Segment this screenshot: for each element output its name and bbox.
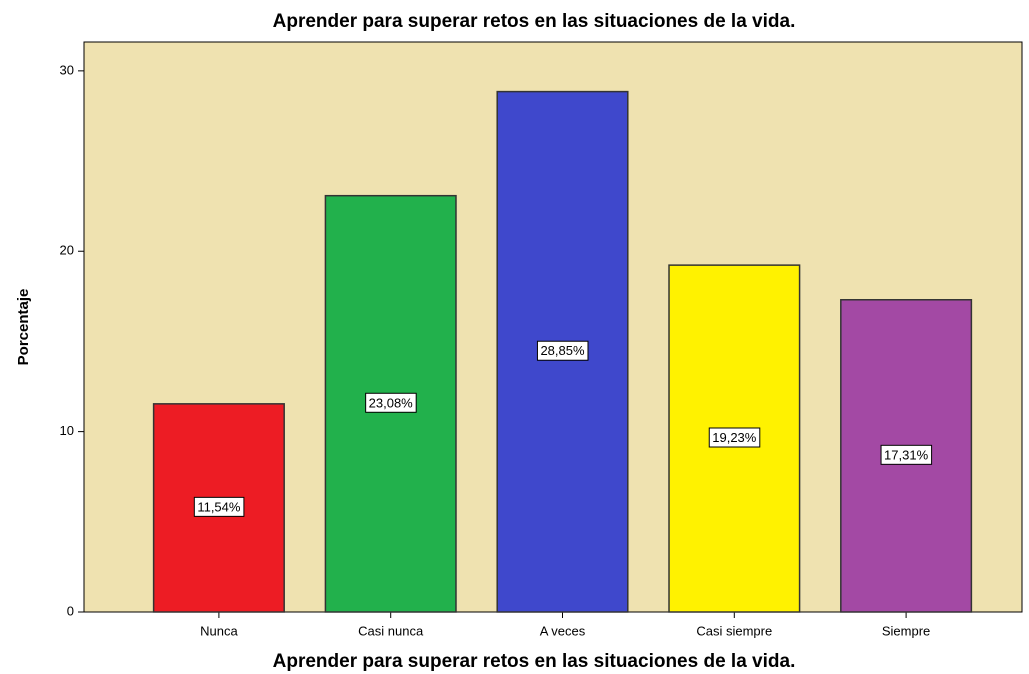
data-label: 17,31% — [884, 447, 929, 462]
x-tick-label: Nunca — [200, 623, 238, 638]
data-label-box — [880, 444, 933, 465]
data-label-box — [365, 392, 417, 413]
data-label-box — [193, 496, 245, 517]
y-axis-title: Porcentaje — [15, 289, 32, 366]
x-tick-label: Siempre — [882, 623, 930, 638]
x-tick-label: A veces — [540, 623, 586, 638]
data-label-box — [708, 427, 761, 448]
data-label: 11,54% — [197, 499, 241, 514]
chart-title: Aprender para superar retos en las situa… — [273, 11, 796, 32]
data-label: 19,23% — [712, 430, 757, 445]
data-label: 28,85% — [540, 343, 585, 358]
x-tick-label: Casi siempre — [696, 623, 772, 638]
y-tick-label: 30 — [60, 62, 74, 77]
data-label: 23,08% — [369, 395, 414, 410]
x-axis-title: Aprender para superar retos en las situa… — [273, 651, 796, 672]
y-tick-label: 20 — [60, 243, 74, 258]
bar — [840, 299, 973, 613]
data-label-box — [536, 340, 589, 361]
y-tick-label: 10 — [60, 423, 74, 438]
x-tick-label: Casi nunca — [358, 623, 424, 638]
y-tick-label: 0 — [67, 603, 74, 618]
